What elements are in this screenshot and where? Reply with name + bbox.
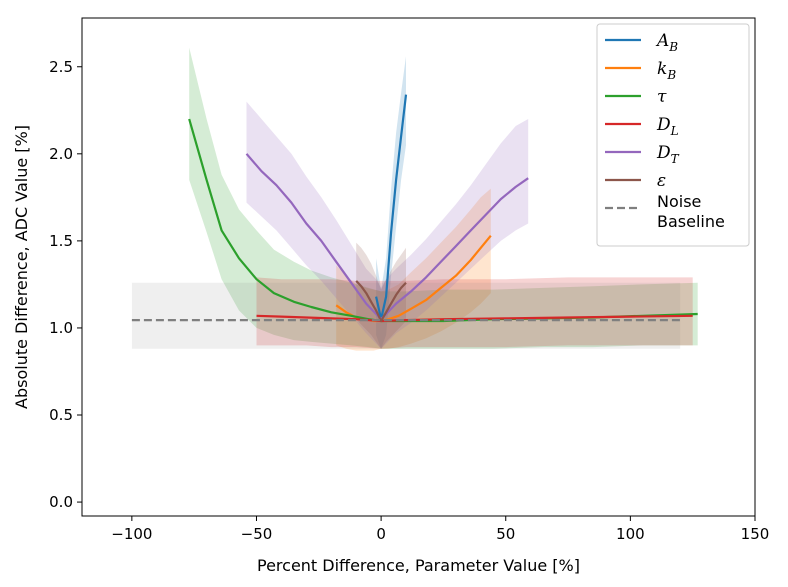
y-tick-label: 1.0 (49, 319, 73, 337)
legend-box (596, 23, 750, 247)
x-tick-label: 150 (741, 525, 770, 543)
band-noise-baseline (131, 282, 681, 349)
y-tick-label: 2.0 (49, 145, 73, 163)
legend-label-noise-baseline-line2: Baseline (657, 212, 725, 231)
band-d-t (246, 101, 529, 349)
y-tick-label: 0.0 (49, 493, 73, 511)
x-axis: −100 −50 0 50 100 150 (111, 516, 769, 543)
band-a-b (376, 56, 406, 349)
legend-label-noise-baseline: Noise (657, 192, 701, 211)
legend-label-epsilon: ε (657, 171, 666, 191)
line-d-l (256, 314, 693, 323)
band-d-l (256, 277, 693, 349)
y-axis-label: Absolute Difference, ADC Value [%] (12, 125, 31, 409)
x-tick-label: 100 (616, 525, 645, 543)
band-tau (189, 47, 698, 349)
series-lines (131, 94, 698, 323)
y-tick-label: 0.5 (49, 406, 73, 424)
line-epsilon (355, 280, 407, 323)
x-tick-label: −50 (241, 525, 273, 543)
y-tick-label: 2.5 (49, 58, 73, 76)
y-axis: 0.0 0.5 1.0 1.5 2.0 2.5 (49, 58, 82, 511)
x-axis-label: Percent Difference, Parameter Value [%] (257, 556, 580, 575)
plot-area-frame (81, 17, 756, 517)
x-tick-label: 50 (496, 525, 515, 543)
x-tick-label: 0 (376, 525, 386, 543)
legend-label-tau: τ (657, 87, 667, 107)
y-tick-label: 1.5 (49, 232, 73, 250)
band-epsilon (356, 242, 406, 349)
x-tick-label: −100 (111, 525, 152, 543)
